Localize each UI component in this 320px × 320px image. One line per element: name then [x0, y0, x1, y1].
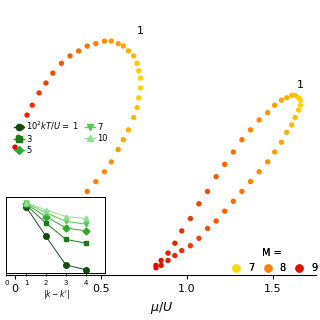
- Point: [289, 93, 294, 98]
- Point: [59, 219, 64, 224]
- Point: [102, 39, 107, 44]
- Point: [265, 159, 270, 164]
- Point: [298, 98, 303, 103]
- Point: [121, 44, 126, 49]
- Point: [109, 39, 114, 44]
- Point: [213, 174, 219, 179]
- Point: [231, 199, 236, 204]
- Point: [205, 189, 210, 194]
- Point: [179, 228, 184, 234]
- Point: [248, 127, 253, 132]
- Point: [213, 219, 219, 224]
- X-axis label: $\mu/U$: $\mu/U$: [149, 300, 173, 316]
- Point: [172, 241, 177, 246]
- Point: [126, 127, 131, 132]
- Point: [188, 243, 193, 248]
- Point: [159, 258, 164, 263]
- Point: [25, 255, 30, 260]
- Point: [272, 103, 277, 108]
- Point: [102, 169, 107, 174]
- Point: [134, 61, 140, 66]
- Point: [205, 226, 210, 231]
- Point: [44, 80, 49, 85]
- Point: [116, 147, 121, 152]
- Point: [231, 149, 236, 155]
- Point: [265, 110, 270, 115]
- Point: [279, 140, 284, 145]
- Point: [50, 71, 55, 76]
- Point: [279, 98, 284, 103]
- Point: [196, 236, 202, 241]
- Point: [222, 209, 227, 214]
- Point: [138, 85, 143, 91]
- Point: [131, 53, 136, 59]
- Text: 1: 1: [297, 80, 304, 91]
- Point: [16, 263, 21, 268]
- Point: [30, 251, 35, 256]
- Point: [19, 125, 24, 130]
- Point: [257, 117, 262, 123]
- Point: [239, 189, 244, 194]
- Point: [293, 93, 298, 98]
- Point: [296, 95, 301, 100]
- Point: [12, 145, 18, 150]
- Point: [116, 41, 121, 46]
- Point: [76, 199, 81, 204]
- Point: [36, 90, 42, 95]
- Point: [121, 137, 126, 142]
- Point: [293, 115, 298, 120]
- Point: [165, 251, 171, 256]
- Point: [85, 44, 90, 49]
- Point: [284, 130, 289, 135]
- Point: [138, 76, 143, 81]
- Point: [296, 108, 301, 113]
- Point: [44, 236, 49, 241]
- Point: [93, 179, 98, 184]
- Point: [159, 263, 164, 268]
- Point: [68, 53, 73, 59]
- Point: [188, 216, 193, 221]
- Point: [85, 189, 90, 194]
- Point: [59, 61, 64, 66]
- Point: [196, 201, 202, 206]
- Text: 1: 1: [137, 26, 144, 36]
- Point: [50, 228, 55, 234]
- Point: [165, 258, 171, 263]
- Point: [239, 137, 244, 142]
- Point: [109, 159, 114, 164]
- Point: [136, 95, 141, 100]
- Point: [298, 103, 303, 108]
- Point: [12, 265, 18, 270]
- Point: [284, 95, 289, 100]
- Point: [30, 103, 35, 108]
- Point: [93, 41, 98, 46]
- Point: [179, 248, 184, 253]
- Point: [131, 115, 136, 120]
- Point: [76, 48, 81, 53]
- Point: [36, 243, 42, 248]
- Point: [25, 113, 30, 118]
- Point: [16, 135, 21, 140]
- Point: [134, 105, 140, 110]
- Legend: 7, 8, 9: 7, 8, 9: [227, 248, 317, 273]
- Point: [136, 68, 141, 73]
- Point: [257, 169, 262, 174]
- Point: [19, 260, 24, 266]
- Point: [289, 122, 294, 127]
- Point: [172, 253, 177, 258]
- Point: [153, 263, 158, 268]
- Point: [272, 149, 277, 155]
- Point: [68, 209, 73, 214]
- Point: [222, 162, 227, 167]
- Point: [126, 48, 131, 53]
- Point: [248, 179, 253, 184]
- Point: [153, 265, 158, 270]
